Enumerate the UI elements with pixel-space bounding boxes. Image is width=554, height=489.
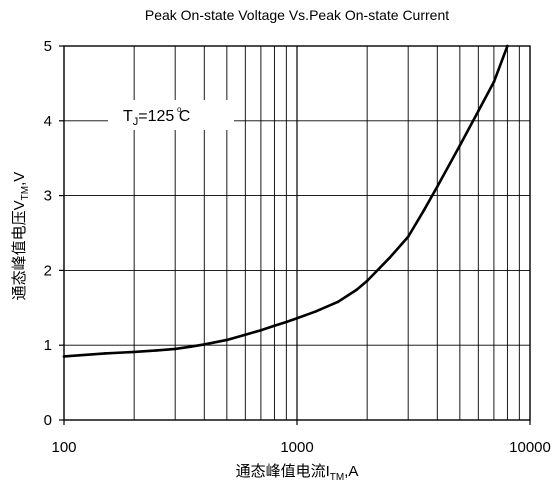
- data-point: [422, 209, 426, 212]
- data-point: [458, 144, 462, 147]
- data-point: [406, 235, 410, 239]
- y-axis-label: 通态峰值电压VTM,V: [11, 172, 31, 301]
- annotation-main: T: [123, 108, 133, 125]
- degree-symbol: o: [177, 105, 182, 114]
- x-tick-label: 1000: [280, 439, 313, 456]
- data-point: [225, 338, 229, 342]
- x-axis-label-main: 通态峰值电流I: [236, 463, 330, 480]
- data-point: [365, 279, 369, 283]
- x-tick-label: 10000: [509, 439, 551, 456]
- annotation-sub: J: [133, 116, 139, 128]
- y-tick-label: 4: [44, 113, 52, 130]
- x-axis-label-suffix: ,A: [344, 463, 358, 480]
- data-point: [336, 300, 340, 304]
- data-point: [244, 333, 247, 337]
- data-point: [314, 310, 317, 313]
- data-point: [259, 328, 263, 332]
- x-axis-label: 通态峰值电流ITM,A: [236, 463, 359, 483]
- data-point: [103, 352, 107, 355]
- y-tick-label: 1: [44, 337, 52, 354]
- data-point: [155, 349, 159, 352]
- series-line-0: [62, 44, 509, 358]
- data-point: [295, 316, 299, 320]
- data-point: [202, 343, 206, 346]
- data-point: [132, 350, 136, 354]
- y-tick-label: 2: [44, 262, 52, 279]
- annotation-suffix: =125 C: [138, 108, 190, 125]
- y-axis-label-suffix: ,V: [11, 172, 28, 186]
- series-layer: [62, 44, 509, 358]
- data-point: [173, 347, 177, 351]
- data-point: [355, 288, 358, 292]
- x-tick-label: 100: [51, 439, 76, 456]
- chart-title: Peak On-state Voltage Vs.Peak On-state C…: [145, 7, 449, 23]
- annotation-box: [108, 100, 234, 130]
- y-tick-label: 0: [44, 412, 52, 429]
- y-axis-label-sub: TM: [20, 186, 31, 200]
- temperature-annotation: TJ=125 C: [123, 108, 190, 128]
- y-axis-label-main: 通态峰值电压V: [11, 200, 28, 300]
- data-point: [492, 80, 496, 84]
- axis-labels: Peak On-state Voltage Vs.Peak On-state C…: [11, 7, 449, 483]
- tick-labels: 0 1 2 3 4 5 100 1000 10000: [44, 38, 551, 456]
- x-axis-label-sub: TM: [330, 472, 344, 483]
- data-point: [273, 324, 276, 328]
- data-point: [388, 256, 392, 259]
- grid: [64, 46, 530, 420]
- data-point: [285, 320, 288, 324]
- y-tick-label: 5: [44, 38, 52, 55]
- annotation-group: TJ=125 Co: [108, 100, 234, 130]
- y-tick-label: 3: [44, 188, 52, 205]
- data-point: [435, 185, 439, 188]
- data-point: [189, 345, 193, 348]
- data-point: [477, 109, 480, 113]
